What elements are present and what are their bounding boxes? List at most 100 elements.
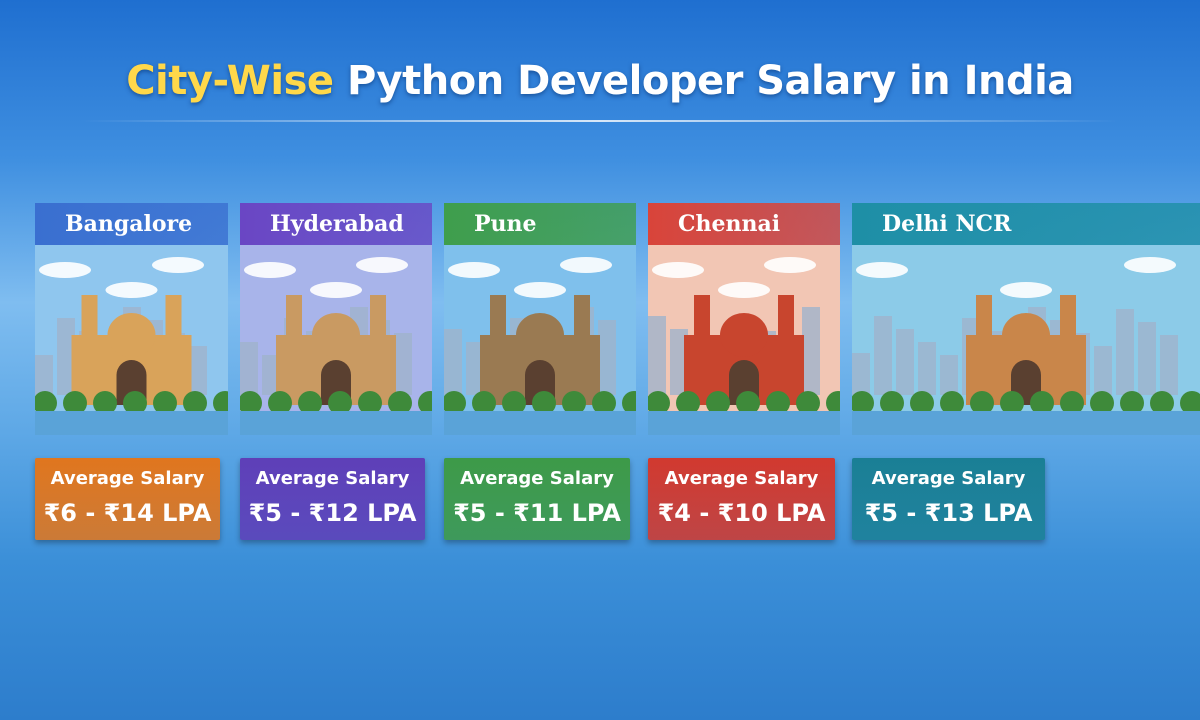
background-building bbox=[896, 329, 914, 395]
city-card: Bangalore Average Salary ₹6 - ₹14 LPA bbox=[35, 203, 228, 540]
city-illustration bbox=[444, 245, 636, 435]
cloud bbox=[718, 282, 770, 298]
salary-range: ₹5 - ₹11 LPA bbox=[453, 499, 621, 527]
tree bbox=[213, 391, 228, 415]
tree bbox=[1000, 391, 1024, 415]
background-building bbox=[444, 329, 462, 395]
background-building bbox=[189, 346, 207, 395]
tree bbox=[532, 391, 556, 415]
tree bbox=[796, 391, 820, 415]
tree bbox=[328, 391, 352, 415]
title-rest: Python Developer Salary in India bbox=[346, 58, 1074, 104]
cloud bbox=[560, 257, 612, 273]
background-building bbox=[918, 342, 936, 395]
tree bbox=[676, 391, 700, 415]
city-illustration bbox=[240, 245, 432, 435]
monument-dome bbox=[312, 313, 360, 357]
tree bbox=[940, 391, 964, 415]
cloud bbox=[105, 282, 158, 298]
cloud bbox=[244, 262, 296, 278]
city-illustration bbox=[852, 245, 1200, 435]
tree bbox=[1150, 391, 1174, 415]
background-building bbox=[394, 333, 412, 395]
tree bbox=[388, 391, 412, 415]
salary-range: ₹5 - ₹12 LPA bbox=[248, 499, 417, 527]
background-building bbox=[802, 307, 820, 395]
waterfront bbox=[240, 411, 432, 435]
cloud bbox=[356, 257, 408, 273]
tree bbox=[562, 391, 586, 415]
background-building bbox=[57, 318, 75, 395]
title-highlight: City-Wise bbox=[126, 58, 334, 104]
tree bbox=[622, 391, 636, 415]
tree bbox=[766, 391, 790, 415]
city-card: Chennai Average Salary ₹4 - ₹10 LPA bbox=[648, 203, 840, 540]
city-illustration bbox=[35, 245, 228, 435]
monument-dome bbox=[107, 313, 156, 357]
cloud bbox=[152, 257, 204, 273]
tree bbox=[1180, 391, 1200, 415]
salary-label: Average Salary bbox=[871, 468, 1026, 489]
city-name: Pune bbox=[444, 203, 636, 245]
background-building bbox=[35, 355, 53, 395]
tree bbox=[298, 391, 322, 415]
background-building bbox=[670, 329, 688, 395]
waterfront bbox=[35, 411, 228, 435]
city-name: Hyderabad bbox=[240, 203, 432, 245]
salary-box: Average Salary ₹5 - ₹13 LPA bbox=[852, 458, 1045, 540]
tree bbox=[472, 391, 496, 415]
background-building bbox=[598, 320, 616, 395]
monument-tower bbox=[694, 295, 710, 335]
monument-tower bbox=[490, 295, 506, 335]
cloud bbox=[1124, 257, 1176, 273]
tree bbox=[648, 391, 670, 415]
tree bbox=[35, 391, 57, 415]
tree bbox=[1120, 391, 1144, 415]
monument-tower bbox=[778, 295, 794, 335]
city-name: Bangalore bbox=[35, 203, 228, 245]
salary-range: ₹6 - ₹14 LPA bbox=[43, 499, 212, 527]
tree bbox=[736, 391, 760, 415]
tree bbox=[970, 391, 994, 415]
city-name: Delhi NCR bbox=[852, 203, 1200, 245]
city-name: Chennai bbox=[648, 203, 840, 245]
background-building bbox=[1160, 335, 1178, 395]
tree bbox=[1090, 391, 1114, 415]
monument-tower bbox=[165, 295, 182, 335]
salary-range: ₹5 - ₹13 LPA bbox=[864, 499, 1033, 527]
tree bbox=[358, 391, 382, 415]
tree bbox=[183, 391, 207, 415]
monument-tower bbox=[976, 295, 992, 335]
background-building bbox=[262, 355, 280, 395]
tree bbox=[826, 391, 840, 415]
monument-dome bbox=[516, 313, 564, 357]
title: City-Wise Python Developer Salary in Ind… bbox=[0, 58, 1200, 104]
city-card: Hyderabad Average Salary ₹5 - ₹12 LPA bbox=[240, 203, 432, 540]
cloud bbox=[39, 262, 91, 278]
tree bbox=[706, 391, 730, 415]
city-card: Pune Average Salary ₹5 - ₹11 LPA bbox=[444, 203, 636, 540]
tree bbox=[910, 391, 934, 415]
waterfront bbox=[444, 411, 636, 435]
monument-dome bbox=[720, 313, 768, 357]
cloud bbox=[856, 262, 908, 278]
background-building bbox=[852, 353, 870, 395]
tree bbox=[852, 391, 874, 415]
salary-box: Average Salary ₹5 - ₹12 LPA bbox=[240, 458, 425, 540]
salary-label: Average Salary bbox=[255, 468, 410, 489]
tree bbox=[444, 391, 466, 415]
salary-label: Average Salary bbox=[460, 468, 614, 489]
cloud bbox=[448, 262, 500, 278]
salary-box: Average Salary ₹5 - ₹11 LPA bbox=[444, 458, 630, 540]
tree bbox=[240, 391, 262, 415]
city-card: Delhi NCR Average Salary ₹5 - ₹13 LPA bbox=[852, 203, 1200, 540]
background-building bbox=[940, 355, 958, 395]
monument-tower bbox=[574, 295, 590, 335]
tree bbox=[268, 391, 292, 415]
tree bbox=[1060, 391, 1084, 415]
salary-range: ₹4 - ₹10 LPA bbox=[657, 499, 826, 527]
tree bbox=[93, 391, 117, 415]
salary-box: Average Salary ₹4 - ₹10 LPA bbox=[648, 458, 835, 540]
background-building bbox=[1094, 346, 1112, 395]
